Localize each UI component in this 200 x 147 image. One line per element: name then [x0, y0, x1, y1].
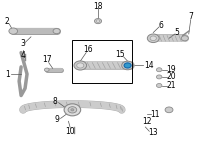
Circle shape: [124, 63, 131, 68]
Circle shape: [96, 20, 100, 22]
Text: 20: 20: [166, 72, 176, 81]
Circle shape: [156, 83, 162, 87]
Text: 15: 15: [115, 50, 125, 59]
Circle shape: [53, 29, 60, 34]
Circle shape: [44, 68, 49, 71]
Text: 16: 16: [83, 45, 93, 54]
Text: 10: 10: [66, 127, 75, 136]
Circle shape: [181, 36, 188, 41]
Text: 4: 4: [21, 51, 26, 60]
Text: 17: 17: [42, 55, 52, 64]
Circle shape: [9, 28, 18, 34]
Text: 5: 5: [174, 28, 179, 37]
Text: 19: 19: [166, 65, 176, 74]
Circle shape: [77, 63, 84, 68]
Text: 3: 3: [21, 40, 26, 49]
Circle shape: [156, 75, 162, 79]
Text: 11: 11: [150, 110, 160, 119]
Circle shape: [122, 61, 134, 70]
Circle shape: [150, 36, 156, 41]
Text: 12: 12: [143, 117, 152, 126]
Text: 21: 21: [166, 81, 176, 90]
Text: 18: 18: [93, 2, 103, 11]
Circle shape: [74, 61, 87, 70]
Text: 6: 6: [159, 21, 164, 30]
Circle shape: [71, 109, 74, 111]
Circle shape: [147, 34, 159, 43]
Circle shape: [64, 104, 81, 116]
Circle shape: [94, 19, 102, 24]
Circle shape: [156, 68, 162, 72]
Text: 13: 13: [148, 128, 158, 137]
Text: 1: 1: [5, 70, 10, 78]
Text: 8: 8: [52, 97, 57, 106]
Circle shape: [165, 107, 173, 113]
Text: 9: 9: [54, 115, 59, 124]
Circle shape: [68, 107, 77, 113]
Text: 14: 14: [144, 61, 154, 70]
Text: 7: 7: [188, 12, 193, 21]
Text: 2: 2: [5, 17, 10, 26]
Bar: [72, 40, 132, 83]
